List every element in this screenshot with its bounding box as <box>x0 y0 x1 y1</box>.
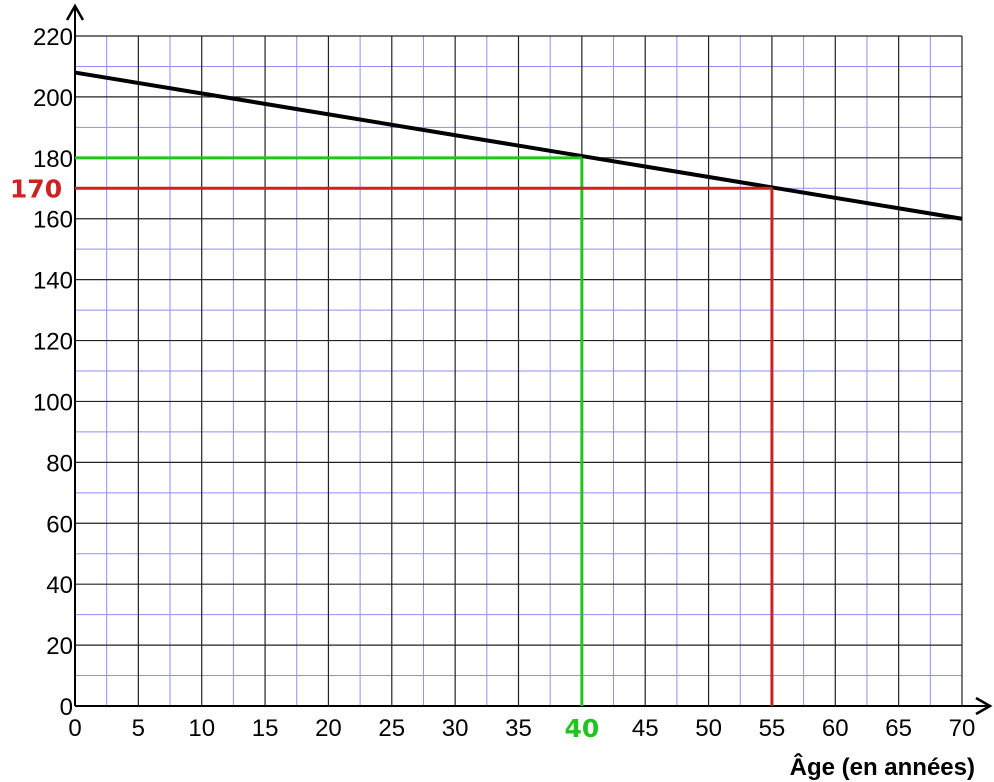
x-tick-label: 10 <box>188 715 215 742</box>
highlight-x-label: 40 <box>564 714 599 743</box>
x-axis-label: Âge (en années) <box>790 753 975 781</box>
x-tick-label: 35 <box>505 715 532 742</box>
x-tick-label: 60 <box>822 715 849 742</box>
x-tick-label: 55 <box>759 715 786 742</box>
y-tick-label: 220 <box>33 24 73 51</box>
y-tick-label: 200 <box>33 85 73 112</box>
x-tick-label: 15 <box>252 715 279 742</box>
y-tick-label: 140 <box>33 268 73 295</box>
axes <box>67 6 990 714</box>
y-tick-label: 120 <box>33 329 73 356</box>
x-tick-label: 5 <box>132 715 145 742</box>
tick-labels: 4017005101520253035455055606570020406080… <box>10 24 975 743</box>
x-tick-label: 25 <box>378 715 405 742</box>
y-tick-label: 0 <box>60 694 73 721</box>
x-tick-label: 70 <box>949 715 976 742</box>
y-tick-label: 100 <box>33 389 73 416</box>
x-tick-label: 30 <box>442 715 469 742</box>
y-tick-label: 160 <box>33 207 73 234</box>
x-tick-label: 20 <box>315 715 342 742</box>
x-tick-label: 45 <box>632 715 659 742</box>
x-tick-label: 65 <box>885 715 912 742</box>
y-tick-label: 80 <box>46 450 73 477</box>
y-tick-label: 40 <box>46 572 73 599</box>
y-tick-label: 180 <box>33 146 73 173</box>
y-tick-label: 60 <box>46 511 73 538</box>
highlight-y-label: 170 <box>10 174 62 203</box>
x-tick-label: 50 <box>695 715 722 742</box>
y-tick-label: 20 <box>46 633 73 660</box>
